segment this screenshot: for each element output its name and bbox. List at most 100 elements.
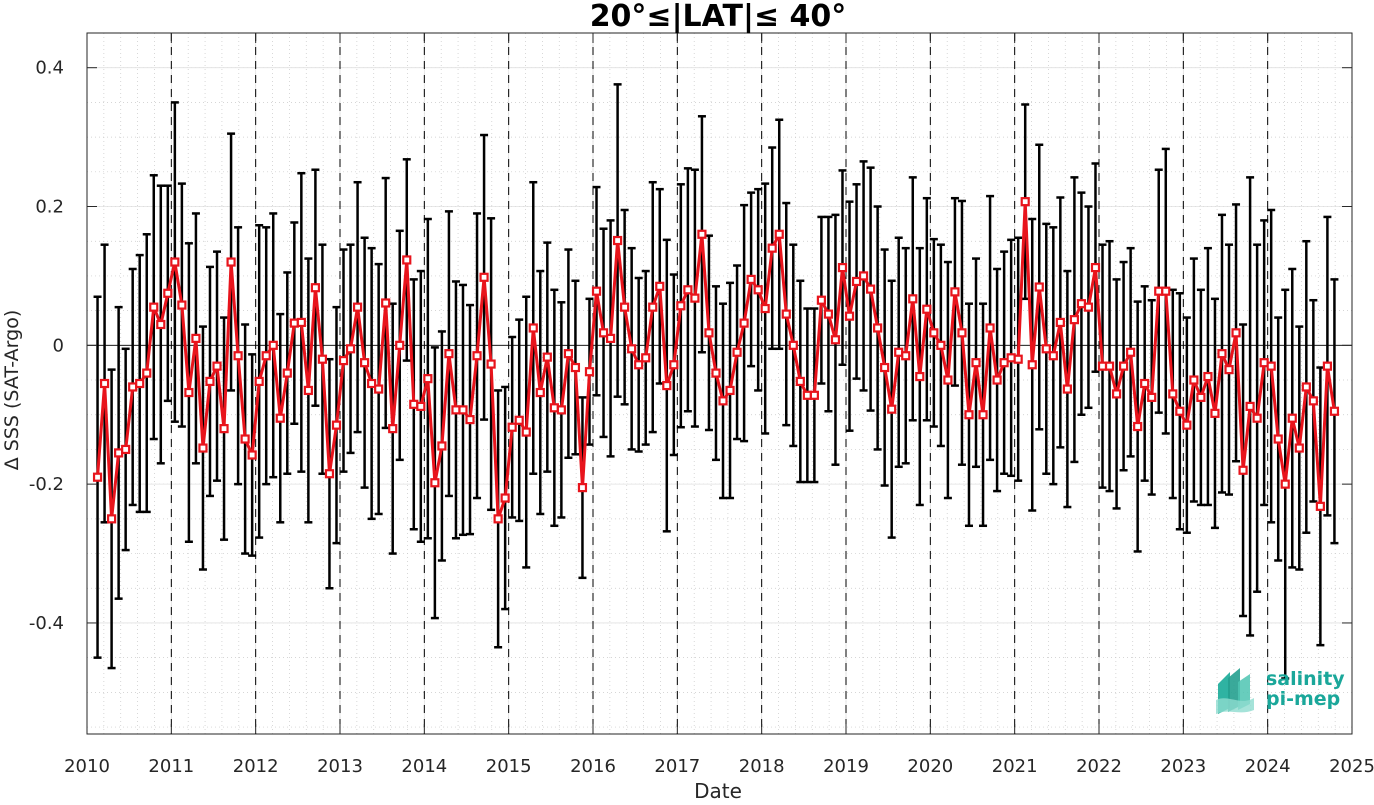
data-point [985,323,995,333]
data-point [1266,361,1276,371]
data-point [781,309,791,319]
data-point [92,472,103,482]
data-point [338,355,349,366]
data-point [774,229,784,239]
data-point [1111,389,1122,399]
data-point [240,434,250,444]
data-point [795,376,805,387]
data-point [957,328,967,338]
data-point [219,424,229,434]
data-point [1090,262,1101,273]
data-point [514,415,524,425]
y-tick-label: 0 [53,335,64,356]
data-point [479,272,489,282]
data-point [809,390,819,400]
data-point [296,317,306,328]
x-tick-label: 2023 [1160,756,1206,777]
data-point [1322,361,1333,371]
salinity-pi-mep-logo: salinity pi-mep [1214,664,1345,720]
data-point [521,427,531,437]
data-point [261,351,271,361]
data-point [212,361,222,371]
data-point [121,444,131,455]
data-point [577,483,588,493]
data-point [943,375,953,385]
data-point [556,405,566,415]
data-point [444,349,454,359]
data-point [1301,382,1311,392]
data-point [753,285,763,295]
x-axis-label: Date [694,779,742,801]
data-point [641,353,651,363]
year-lines [170,33,1269,734]
data-point [873,323,883,333]
data-point [1294,443,1304,453]
data-point [1182,420,1192,430]
data-point [950,287,960,297]
data-point [999,358,1009,368]
data-point [1133,421,1143,432]
x-tick-label: 2020 [907,756,953,777]
data-point [690,293,700,303]
data-point [99,378,110,389]
data-point [627,344,637,354]
data-point [880,362,890,373]
data-point [381,298,391,308]
data-point [472,351,482,361]
x-tick-label: 2019 [823,756,869,777]
chart-title: 20°≤|LAT|≤ 40° [590,0,847,34]
data-point [711,368,721,378]
data-point [142,368,152,378]
data-point [106,514,117,524]
data-point [669,360,679,370]
data-point [163,288,173,298]
data-point [345,344,356,354]
data-point [275,413,285,423]
x-tick-label: 2016 [570,756,616,777]
data-point [177,300,187,310]
data-point [1287,413,1297,423]
data-point [388,424,398,434]
data-point [704,328,714,338]
data-point [352,302,363,312]
data-point [591,286,602,296]
data-point [648,302,658,312]
x-tick-label: 2024 [1245,756,1291,777]
axes-layer [86,32,1353,735]
data-point [486,359,496,369]
data-point [247,450,257,460]
data-point [1055,317,1065,328]
data-point [1027,360,1037,370]
x-tick-label: 2018 [739,756,785,777]
y-tick-label: 0.4 [35,58,64,79]
x-tick-label: 2021 [992,756,1038,777]
data-point [1161,286,1171,296]
data-point [359,358,370,368]
x-tick-label: 2011 [148,756,194,777]
data-point [528,323,538,333]
data-point [205,376,215,387]
data-point [1126,347,1136,357]
data-point [437,441,447,451]
data-point [816,295,827,305]
data-point [1140,378,1150,389]
x-tick-label: 2022 [1076,756,1122,777]
data-point [1231,328,1241,338]
data-point [718,396,728,406]
y-axis-label: Δ SSS (SAT-Argo) [1,310,23,470]
data-point [423,374,433,384]
data-point [198,443,208,453]
data-point [430,478,440,488]
data-point [1069,315,1080,325]
data-point [1189,375,1199,385]
data-point [634,360,644,370]
x-tick-label: 2025 [1329,756,1374,777]
logo-text-line1: salinity [1266,668,1345,690]
data-point [767,243,777,253]
data-point [922,304,932,314]
data-point [303,385,313,396]
data-point [915,371,925,382]
x-tick-label: 2013 [317,756,363,777]
